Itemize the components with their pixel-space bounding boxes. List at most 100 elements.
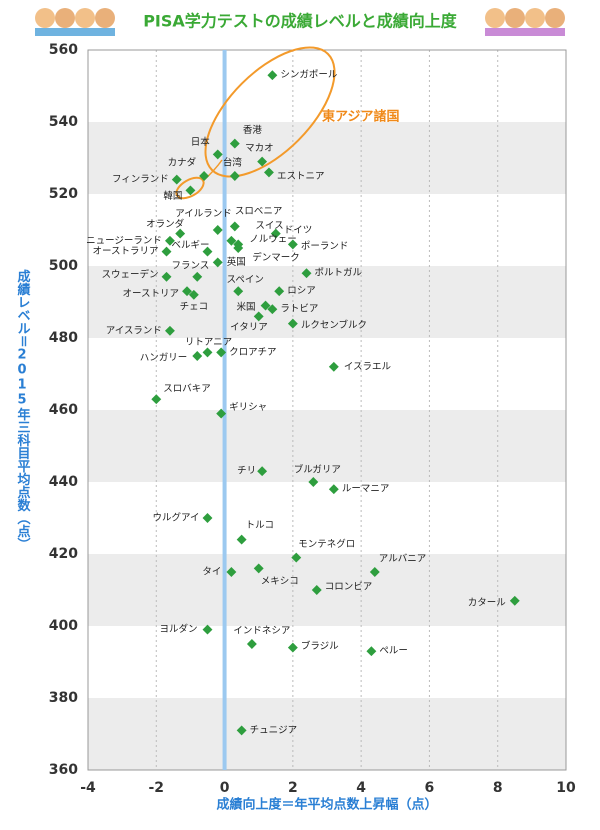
chart-title: PISA学力テストの成績レベルと成績向上度 (143, 12, 458, 31)
x-tick-label: 4 (356, 780, 366, 796)
point (270, 228, 281, 239)
point (202, 513, 213, 523)
x-tick-label: 6 (425, 780, 435, 796)
point-label: シンガポール (280, 70, 338, 81)
point-label: カナダ (168, 157, 197, 169)
point (308, 477, 319, 487)
point (369, 567, 380, 577)
point-label: トルコ (246, 520, 274, 531)
point-label: オーストラリア (92, 246, 158, 257)
grid-band (88, 410, 566, 482)
point (212, 149, 223, 160)
y-tick-label: 500 (49, 258, 78, 274)
point-label: ギリシャ (229, 402, 267, 413)
y-tick-label: 400 (49, 618, 78, 634)
point (287, 642, 298, 653)
point-label: ブルガリア (294, 464, 341, 476)
point-label: イタリア (230, 322, 268, 333)
point (291, 552, 302, 563)
point-label: インドネシア (233, 626, 290, 637)
point-label: ラトビア (280, 304, 318, 315)
grid-band (88, 554, 566, 626)
group-outline (204, 46, 336, 178)
point (311, 585, 322, 595)
y-tick-label: 420 (49, 546, 78, 562)
point (202, 347, 213, 358)
point-label: スペイン (227, 275, 264, 286)
point (216, 408, 227, 419)
point (164, 325, 175, 336)
point (212, 257, 223, 268)
point-label: タイ (202, 567, 221, 578)
point (253, 311, 264, 322)
point (175, 228, 186, 239)
point (233, 286, 244, 297)
point-label: アルバニア (379, 554, 426, 565)
point (236, 725, 247, 736)
point-label: ウルグアイ (152, 512, 199, 524)
point (164, 235, 175, 246)
point (161, 271, 172, 282)
point (182, 286, 192, 297)
x-tick-label: 2 (288, 780, 298, 796)
point (202, 246, 213, 257)
point-label: ルーマニア (342, 484, 390, 495)
y-tick-label: 380 (49, 690, 78, 706)
y-tick-label: 360 (49, 762, 78, 778)
point (328, 361, 339, 372)
point-label: 香港 (243, 124, 263, 136)
point (246, 639, 257, 649)
point-label: ブラジル (301, 640, 339, 652)
point-label: フランス (171, 260, 209, 271)
point-label: ルクセンブルク (301, 319, 367, 331)
point-label: 英国 (227, 256, 246, 268)
point (366, 646, 377, 657)
point-label: オーストリア (122, 289, 179, 300)
y-tick-label: 540 (49, 114, 78, 130)
point (328, 484, 339, 495)
point (212, 225, 223, 235)
y-tick-label: 440 (49, 474, 78, 490)
point-label: ノルウェー (249, 234, 297, 245)
point-label: フィンランド (112, 174, 169, 185)
point (274, 286, 285, 297)
point-label: スロベニア (235, 206, 283, 217)
grid-band (88, 122, 566, 194)
point (509, 595, 520, 606)
y-tick-label: 560 (49, 42, 78, 58)
point-label: カタール (468, 597, 507, 608)
point-label: マカオ (245, 143, 274, 154)
x-axis-label: 成績向上度＝年平均点数上昇幅（点） (216, 797, 437, 813)
point-label: アイスランド (106, 325, 162, 336)
y-axis-label: 成績レベル＝2015年三科目平均点数（点） (15, 269, 32, 551)
point-label: ポルトガル (315, 268, 363, 279)
point (226, 235, 237, 246)
point (151, 394, 162, 405)
point (301, 268, 312, 279)
y-tick-label: 520 (49, 186, 78, 202)
point-label: ロシア (287, 286, 316, 297)
point (257, 466, 268, 477)
x-tick-label: 10 (556, 780, 576, 796)
point (264, 167, 274, 178)
point-label: 韓国 (163, 191, 182, 202)
point-label: アイルランド (175, 209, 232, 220)
grid-band (88, 698, 566, 770)
point (192, 351, 203, 361)
point-label: ベルギー (171, 240, 209, 251)
point-label: スロバキア (163, 384, 211, 395)
decor-people-right (485, 8, 565, 36)
point-label: ハンガリー (140, 353, 188, 364)
point-label: クロアチア (229, 347, 276, 358)
point-label: スウェーデン (102, 268, 159, 280)
x-tick-label: -2 (149, 780, 165, 796)
x-tick-label: -4 (80, 780, 96, 796)
point-label: コロンビア (325, 582, 373, 593)
point (229, 171, 240, 181)
y-tick-label: 480 (49, 330, 78, 346)
point-label: ドイツ (284, 225, 313, 236)
point (257, 156, 268, 167)
y-tick-label: 460 (49, 402, 78, 418)
point (236, 534, 247, 545)
point-label: 台湾 (223, 157, 243, 169)
